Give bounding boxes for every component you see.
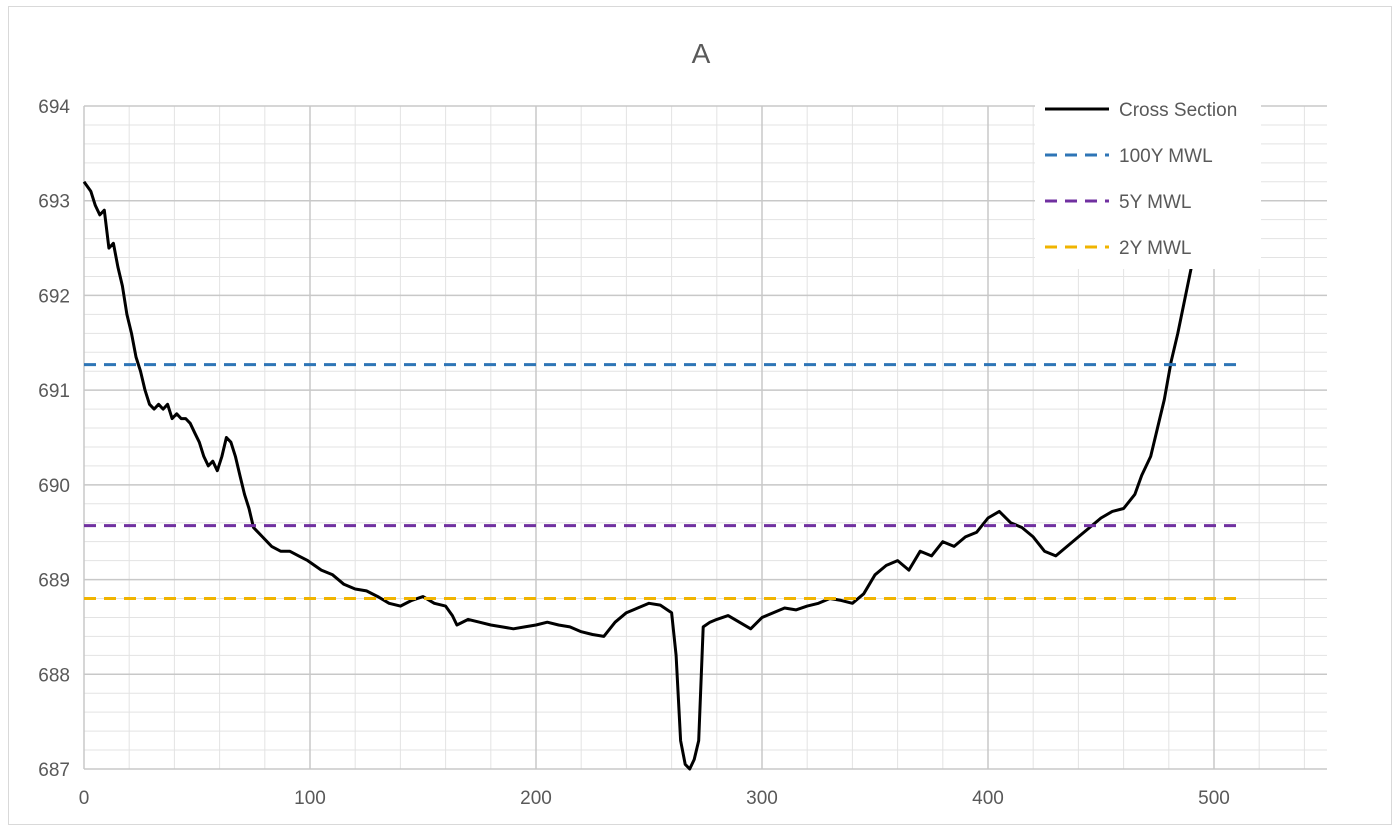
y-tick-label: 690 xyxy=(38,476,70,497)
chart-frame: A 687 688 689 690 691 692 693 694 0 100 200 300 400 5… xyxy=(8,6,1392,825)
x-tick-label: 200 xyxy=(520,788,552,809)
legend-label: 2Y MWL xyxy=(1119,238,1192,259)
y-tick-label: 691 xyxy=(38,381,70,402)
legend: Cross Section 100Y MWL 5Y MWL 2Y MWL xyxy=(1035,91,1261,269)
y-tick-label: 693 xyxy=(38,192,70,213)
series-line-cross-section xyxy=(82,180,1249,771)
y-tick-label: 689 xyxy=(38,571,70,592)
x-tick-label: 500 xyxy=(1198,788,1230,809)
x-tick-label: 400 xyxy=(972,788,1004,809)
y-tick-label: 687 xyxy=(38,760,70,781)
chart-svg: A 687 688 689 690 691 692 693 694 0 100 200 300 400 5… xyxy=(38,38,1327,809)
chart-title: A xyxy=(692,38,711,69)
x-tick-label: 0 xyxy=(79,788,90,809)
series-layer xyxy=(82,180,1249,771)
y-tick-label: 694 xyxy=(38,97,70,118)
y-tick-label: 688 xyxy=(38,665,70,686)
legend-label: Cross Section xyxy=(1119,100,1237,121)
legend-label: 100Y MWL xyxy=(1119,146,1213,167)
tick-labels: 687 688 689 690 691 692 693 694 0 100 200 300 400 500 xyxy=(38,97,1230,809)
legend-box xyxy=(1035,91,1261,269)
legend-label: 5Y MWL xyxy=(1119,192,1192,213)
x-tick-label: 100 xyxy=(294,788,326,809)
y-tick-label: 692 xyxy=(38,286,70,307)
grid-layer xyxy=(83,105,1327,770)
x-tick-label: 300 xyxy=(746,788,778,809)
